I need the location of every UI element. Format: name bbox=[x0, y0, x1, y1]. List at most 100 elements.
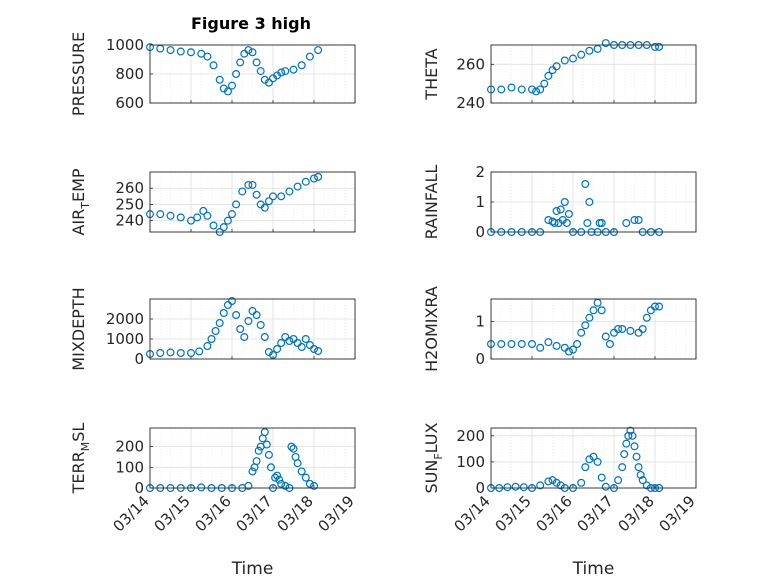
data-point bbox=[536, 85, 545, 94]
data-point bbox=[536, 481, 545, 490]
data-point bbox=[293, 459, 302, 468]
data-point bbox=[511, 482, 520, 491]
data-point bbox=[209, 221, 218, 230]
data-point bbox=[215, 319, 224, 328]
y-axis-label: RAINFALL bbox=[422, 165, 441, 240]
data-point bbox=[232, 200, 241, 209]
data-point bbox=[624, 431, 633, 440]
y-tick-label: 1 bbox=[475, 313, 485, 331]
data-point bbox=[203, 52, 212, 61]
data-point bbox=[519, 483, 528, 492]
data-point bbox=[517, 85, 526, 94]
data-point bbox=[548, 476, 557, 485]
figure-title: Figure 3 high bbox=[191, 14, 311, 33]
data-point bbox=[605, 340, 614, 349]
data-point bbox=[556, 205, 565, 214]
y-tick-label: 2000 bbox=[106, 310, 144, 328]
data-point bbox=[310, 174, 319, 183]
data-point bbox=[642, 313, 651, 322]
data-point bbox=[638, 325, 647, 334]
data-point bbox=[277, 479, 286, 488]
data-point bbox=[228, 297, 237, 306]
data-point bbox=[264, 78, 273, 87]
data-point bbox=[228, 81, 237, 90]
data-point bbox=[577, 50, 586, 59]
data-point bbox=[581, 463, 590, 472]
data-point bbox=[593, 44, 602, 53]
data-point bbox=[264, 450, 273, 459]
data-point bbox=[301, 177, 310, 186]
y-tick-label: 600 bbox=[115, 94, 144, 112]
y-tick-label: 100 bbox=[115, 458, 144, 476]
data-point bbox=[260, 203, 269, 212]
data-point bbox=[209, 61, 218, 70]
data-point bbox=[232, 69, 241, 78]
data-point bbox=[568, 54, 577, 63]
y-axis-label: SUNFLUX bbox=[422, 422, 445, 493]
y-axis-label-main: AIR bbox=[69, 209, 88, 236]
data-point bbox=[589, 306, 598, 315]
data-point bbox=[497, 340, 506, 349]
data-point bbox=[287, 442, 296, 451]
y-tick-label: 2 bbox=[475, 163, 485, 181]
data-point bbox=[293, 182, 302, 191]
data-point bbox=[248, 48, 257, 57]
y-axis-label-subscript: T bbox=[79, 202, 92, 210]
data-point bbox=[585, 313, 594, 322]
data-point bbox=[503, 483, 512, 492]
y-tick-label: 800 bbox=[115, 65, 144, 83]
y-tick-label: 0 bbox=[134, 350, 144, 368]
data-point bbox=[314, 172, 323, 181]
data-point bbox=[289, 65, 298, 74]
data-point bbox=[301, 335, 310, 344]
data-point bbox=[310, 345, 319, 354]
y-tick-label: 260 bbox=[115, 179, 144, 197]
data-point bbox=[305, 52, 314, 61]
y-axis-label-main: PRESSURE bbox=[69, 32, 88, 116]
data-point bbox=[597, 219, 606, 228]
data-point bbox=[638, 476, 647, 485]
data-point bbox=[544, 71, 553, 80]
axes-box bbox=[490, 44, 697, 104]
data-point bbox=[552, 207, 561, 216]
data-point bbox=[581, 180, 590, 189]
data-point bbox=[269, 351, 278, 360]
data-point bbox=[236, 325, 245, 334]
y-tick-label: 0 bbox=[134, 479, 144, 497]
data-point bbox=[256, 321, 265, 330]
data-point bbox=[527, 85, 536, 94]
axes-box bbox=[490, 298, 697, 360]
data-point bbox=[252, 311, 261, 320]
chart-panel-top-left: 600 800 1000 PRESSURE bbox=[69, 32, 356, 116]
data-point bbox=[568, 345, 577, 354]
data-point bbox=[252, 58, 261, 67]
data-point bbox=[310, 481, 319, 490]
y-axis-label: THETA bbox=[422, 48, 441, 100]
data-point bbox=[236, 58, 245, 67]
data-point bbox=[577, 478, 586, 487]
data-point bbox=[193, 213, 202, 222]
data-point bbox=[593, 457, 602, 466]
data-point bbox=[156, 349, 165, 358]
data-point bbox=[507, 83, 516, 92]
y-tick-label: 1000 bbox=[106, 36, 144, 54]
data-point bbox=[305, 479, 314, 488]
data-point bbox=[532, 87, 541, 96]
data-point bbox=[564, 210, 573, 219]
data-point bbox=[507, 340, 516, 349]
data-point bbox=[260, 333, 269, 342]
data-point bbox=[223, 216, 232, 225]
axes-box bbox=[149, 44, 356, 104]
data-point bbox=[223, 87, 232, 96]
x-axis-label: Time bbox=[572, 559, 615, 579]
y-axis-label-subscript: F bbox=[432, 453, 445, 459]
data-point bbox=[297, 343, 306, 352]
y-tick-label: 260 bbox=[456, 55, 485, 73]
data-point bbox=[628, 431, 637, 440]
data-point bbox=[289, 444, 298, 453]
data-point bbox=[601, 332, 610, 341]
data-point bbox=[289, 335, 298, 344]
data-point bbox=[281, 333, 290, 342]
data-point bbox=[601, 482, 610, 491]
